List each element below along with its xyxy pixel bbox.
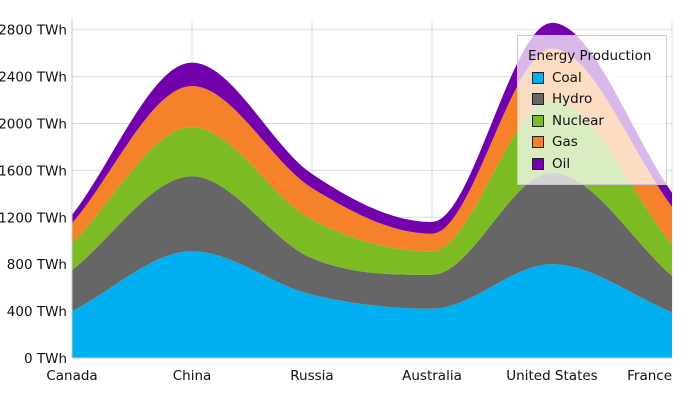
legend-item-oil: Oil	[528, 153, 666, 175]
x-tick-label: United States	[506, 368, 597, 384]
y-tick-label: 1600 TWh	[0, 163, 67, 179]
area-series-hydro	[72, 172, 672, 313]
legend-swatch-hydro	[532, 93, 544, 106]
axes: 0 TWh 400 TWh 800 TWh 1200 TWh 1600 TWh 2000 …	[0, 18, 672, 384]
legend-item-coal: Coal	[528, 67, 666, 89]
legend-title: Energy Production	[528, 48, 652, 64]
legend: Energy Production Coal Hydro Nuclear Gas…	[517, 35, 667, 185]
legend-label-coal: Coal	[552, 69, 582, 86]
x-tick-label: Canada	[46, 368, 97, 384]
legend-label-gas: Gas	[552, 134, 578, 151]
legend-item-nuclear: Nuclear	[528, 110, 666, 132]
legend-swatch-nuclear	[532, 114, 544, 127]
legend-item-gas: Gas	[528, 132, 666, 154]
y-tick-label: 400 TWh	[7, 304, 67, 320]
legend-label-oil: Oil	[552, 155, 571, 172]
legend-swatch-gas	[532, 136, 544, 149]
legend-swatch-oil	[532, 157, 544, 170]
y-tick-label: 2000 TWh	[0, 117, 67, 133]
x-tick-label: China	[173, 368, 212, 384]
legend-item-hydro: Hydro	[528, 89, 666, 111]
x-tick-label: Australia	[402, 368, 462, 384]
y-tick-label: 0 TWh	[24, 351, 67, 367]
legend-swatch-coal	[532, 71, 544, 84]
legend-label-hydro: Hydro	[552, 91, 593, 108]
area-series-coal	[72, 251, 672, 358]
y-tick-label: 2400 TWh	[0, 70, 67, 86]
legend-label-nuclear: Nuclear	[552, 112, 604, 129]
x-tick-label: France	[627, 368, 672, 384]
y-tick-label: 2800 TWh	[0, 23, 67, 39]
y-tick-label: 800 TWh	[7, 257, 67, 273]
x-tick-label: Russia	[290, 368, 333, 384]
y-tick-label: 1200 TWh	[0, 210, 67, 226]
